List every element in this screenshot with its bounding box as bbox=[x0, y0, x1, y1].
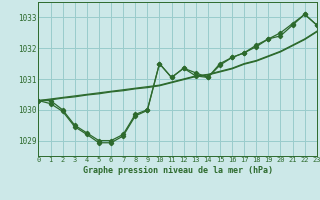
X-axis label: Graphe pression niveau de la mer (hPa): Graphe pression niveau de la mer (hPa) bbox=[83, 166, 273, 175]
